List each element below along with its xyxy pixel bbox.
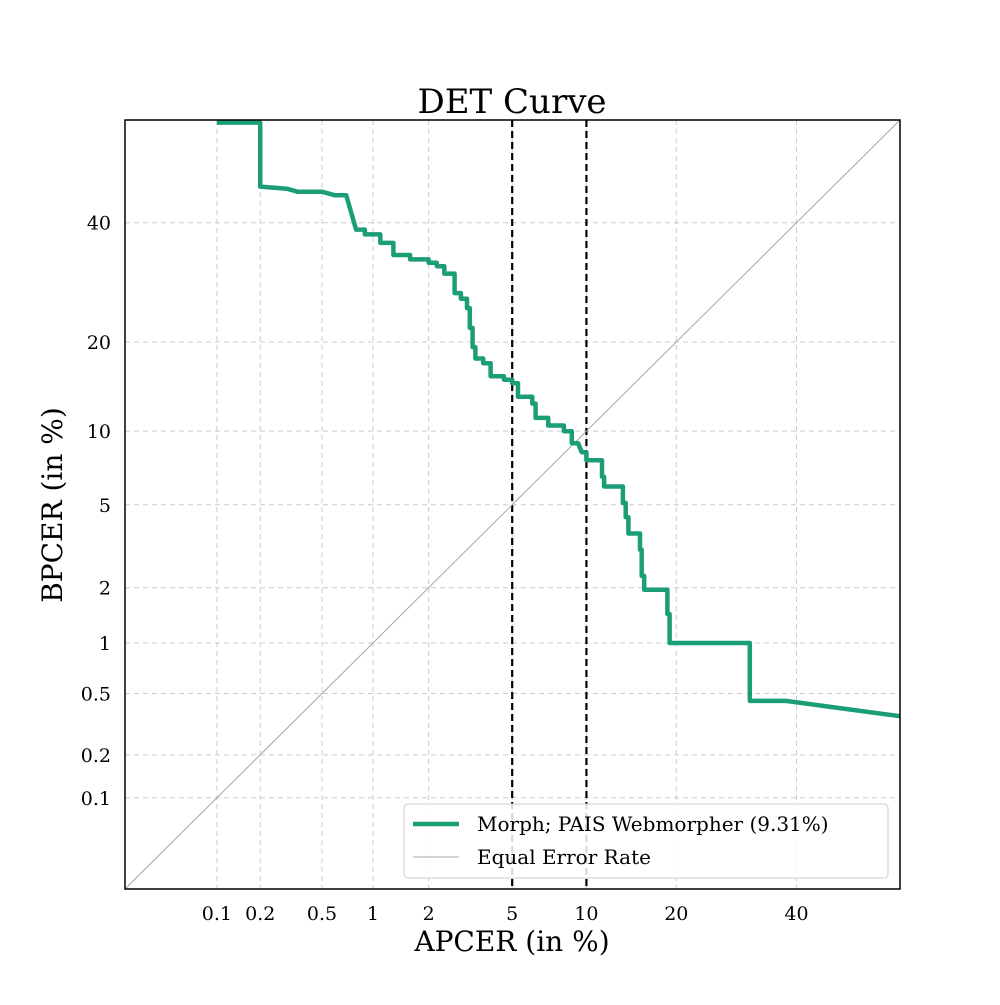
y-tick-label: 1 [99,633,111,655]
y-tick-label: 5 [99,495,111,517]
y-tick-label: 40 [87,213,111,235]
x-tick-label: 0.1 [202,903,232,925]
threshold-lines [511,120,588,889]
y-tick-label: 20 [87,332,111,354]
det-series-morph [216,120,900,719]
x-tick-label: 5 [506,903,518,925]
chart-title: DET Curve [417,82,606,122]
y-axis-ticks: 0.1 0.2 0.5 1 2 5 10 20 40 [81,213,111,810]
series-lines [125,120,900,889]
x-axis-ticks: 0.1 0.2 0.5 1 2 5 10 20 40 [202,903,809,925]
x-axis-label: APCER (in %) [413,925,609,958]
x-tick-label: 10 [574,903,598,925]
legend: Morph; PAIS Webmorpher (9.31%) Equal Err… [403,803,889,879]
plot-frame [124,119,901,890]
x-tick-label: 40 [784,903,808,925]
legend-box [403,803,889,879]
y-tick-label: 0.2 [81,745,111,767]
equal-error-rate-line [125,120,900,889]
legend-label-morph: Morph; PAIS Webmorpher (9.31%) [477,812,829,836]
x-tick-label: 20 [664,903,688,925]
x-tick-label: 1 [367,903,379,925]
x-tick-label: 0.2 [245,903,275,925]
legend-label-eer: Equal Error Rate [477,845,651,869]
y-tick-label: 0.1 [81,788,111,810]
y-tick-label: 2 [99,578,111,600]
x-tick-label: 2 [423,903,435,925]
y-axis-label: BPCER (in %) [36,407,69,603]
x-tick-label: 0.5 [307,903,337,925]
y-tick-label: 10 [87,421,111,443]
y-tick-label: 0.5 [81,684,111,706]
